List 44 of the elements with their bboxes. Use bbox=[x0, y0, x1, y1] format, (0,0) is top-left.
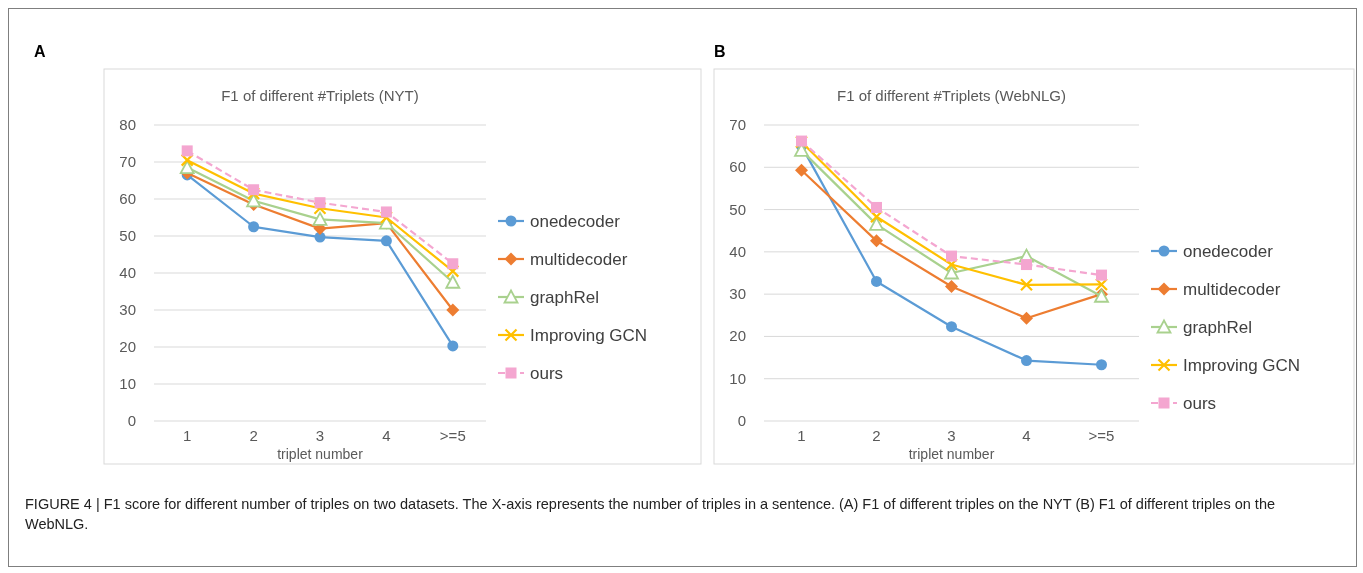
chart-title: F1 of different #Triplets (WebNLG) bbox=[837, 87, 1066, 104]
x-tick-label: 2 bbox=[249, 427, 258, 444]
y-tick-label: 50 bbox=[119, 227, 136, 244]
y-tick-label: 0 bbox=[127, 412, 136, 429]
y-tick-label: 20 bbox=[119, 338, 136, 355]
y-tick-label: 0 bbox=[737, 412, 746, 429]
x-tick-label: 4 bbox=[1022, 427, 1031, 444]
legend-label: multidecoder bbox=[1183, 280, 1281, 299]
x-tick-label: 1 bbox=[183, 427, 192, 444]
x-tick-label: >=5 bbox=[1088, 427, 1115, 444]
legend-label: ours bbox=[1183, 394, 1217, 413]
x-tick-label: 4 bbox=[382, 427, 391, 444]
y-tick-label: 40 bbox=[729, 242, 746, 260]
text: A bbox=[34, 43, 46, 60]
text: B bbox=[714, 43, 726, 60]
legend-label: Improving GCN bbox=[1183, 356, 1301, 375]
legend-label: ours bbox=[530, 364, 564, 383]
y-tick-label: 10 bbox=[729, 369, 746, 387]
y-tick-label: 30 bbox=[119, 301, 136, 318]
legend-label: graphRel bbox=[530, 288, 599, 307]
y-tick-label: 70 bbox=[729, 116, 746, 133]
y-tick-label: 70 bbox=[119, 153, 136, 170]
y-tick-label: 60 bbox=[119, 190, 136, 207]
x-tick-label: >=5 bbox=[439, 427, 466, 444]
y-tick-label: 60 bbox=[729, 158, 746, 176]
x-axis-title: triplet number bbox=[277, 446, 364, 462]
chart-title: F1 of different #Triplets (NYT) bbox=[221, 87, 419, 104]
legend-label: onedecoder bbox=[530, 212, 621, 231]
y-tick-label: 10 bbox=[119, 375, 136, 392]
x-tick-label: 3 bbox=[315, 427, 325, 444]
y-tick-label: 50 bbox=[729, 200, 746, 218]
legend-label: multidecoder bbox=[530, 250, 628, 269]
legend-label: Improving GCN bbox=[530, 326, 648, 345]
caption: FIGURE 4 | F1 score for different number of triples on two datasets. The X-axis represents the number of triples in a sentence. (A) F1 of different triples on the NYT (B) F1 of different triples on the WebNLG. bbox=[25, 495, 1277, 534]
x-tick-label: 3 bbox=[947, 427, 956, 444]
x-axis-title: triplet number bbox=[908, 446, 995, 462]
y-tick-label: 30 bbox=[729, 285, 746, 303]
x-tick-label: 1 bbox=[797, 427, 806, 444]
y-tick-label: 20 bbox=[729, 327, 746, 345]
legend-label: graphRel bbox=[1183, 318, 1252, 337]
x-tick-label: 2 bbox=[872, 427, 881, 444]
y-tick-label: 40 bbox=[119, 264, 136, 281]
legend-label: onedecoder bbox=[1183, 242, 1274, 261]
y-tick-label: 80 bbox=[119, 116, 136, 133]
